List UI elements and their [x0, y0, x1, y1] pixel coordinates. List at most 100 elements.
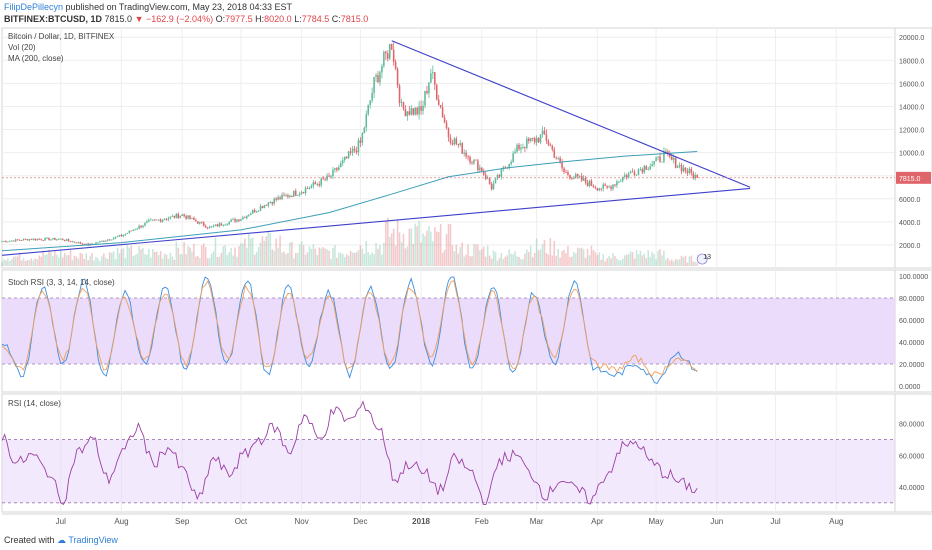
- rsi-y-tick-label: 60.0000: [899, 453, 924, 460]
- candle-body: [361, 132, 364, 143]
- volume-bar: [608, 255, 610, 266]
- candle-body: [320, 178, 322, 186]
- volume-bar: [649, 256, 651, 266]
- volume-bar: [334, 244, 336, 266]
- legend-vol[interactable]: Vol (20): [8, 43, 36, 52]
- volume-bar: [531, 257, 534, 266]
- volume-bar: [332, 247, 334, 266]
- x-tick-label: Aug: [829, 517, 843, 526]
- candle-body: [187, 215, 189, 219]
- volume-bar: [459, 246, 462, 266]
- volume-bar: [670, 259, 673, 266]
- candle-body: [287, 195, 289, 197]
- legend-ma[interactable]: MA (200, close): [8, 54, 64, 63]
- candle-body: [159, 219, 162, 222]
- volume-bar: [9, 261, 11, 266]
- volume-bar: [89, 256, 91, 266]
- candle-body: [46, 237, 48, 239]
- candle-body: [549, 144, 552, 146]
- volume-bar: [412, 244, 415, 266]
- volume-bar: [387, 217, 389, 266]
- candle-body: [408, 111, 411, 115]
- candle-body: [492, 183, 495, 190]
- volume-bar: [428, 226, 430, 266]
- candle-body: [214, 224, 217, 226]
- candle-body: [261, 206, 264, 209]
- candle-body: [432, 72, 434, 74]
- volume-bar: [694, 261, 697, 266]
- y-tick-label: 16000.0: [899, 81, 924, 88]
- candle-body: [355, 150, 358, 153]
- candle-body: [649, 166, 651, 170]
- author-link[interactable]: FilipDePillecyn: [4, 2, 64, 12]
- x-tick-label: Nov: [295, 517, 309, 526]
- volume-bar: [686, 262, 689, 266]
- volume-bar: [65, 255, 68, 266]
- candle-body: [58, 239, 60, 240]
- candle-body: [481, 167, 483, 172]
- legend-rsi[interactable]: RSI (14, close): [8, 399, 61, 408]
- volume-bar: [118, 253, 121, 266]
- candle-body: [414, 107, 416, 115]
- candle-body: [449, 137, 452, 143]
- candle-body: [157, 219, 160, 221]
- candle-body: [336, 168, 338, 171]
- candle-body: [144, 222, 146, 226]
- volume-bar: [291, 241, 293, 266]
- candle-body: [392, 49, 395, 62]
- volume-bar: [204, 247, 207, 266]
- volume-bar: [659, 249, 661, 266]
- volume-bar: [651, 251, 653, 266]
- candle-body: [195, 219, 197, 222]
- volume-bar: [142, 247, 144, 266]
- volume-bar: [582, 249, 585, 266]
- close-label: C:: [331, 14, 341, 24]
- candle-body: [240, 219, 242, 221]
- volume-bar: [106, 259, 109, 266]
- candle-body: [420, 106, 422, 111]
- volume-bar: [398, 232, 401, 266]
- candle-body: [175, 214, 178, 218]
- candle-body: [524, 147, 526, 148]
- legend-title[interactable]: Bitcoin / Dollar, 1D, BITFINEX: [8, 32, 115, 41]
- candle-body: [343, 156, 346, 161]
- volume-bar: [463, 256, 465, 266]
- volume-bar: [545, 252, 548, 266]
- tradingview-brand[interactable]: TradingView: [68, 535, 118, 545]
- candle-body: [647, 169, 650, 170]
- candle-body: [230, 219, 232, 222]
- candle-body: [171, 215, 174, 217]
- y-tick-label: 12000.0: [899, 128, 924, 135]
- candle-body: [312, 182, 315, 186]
- candle-body: [289, 195, 291, 197]
- volume-bar: [549, 238, 552, 266]
- candle-body: [255, 210, 258, 213]
- volume-bar: [467, 244, 469, 266]
- candle-body: [50, 239, 52, 241]
- legend-stoch[interactable]: Stoch RSI (3, 3, 14, 14, close): [8, 278, 115, 287]
- volume-bar: [498, 258, 501, 266]
- volume-bar: [148, 248, 150, 266]
- candle-body: [496, 174, 499, 179]
- candle-body: [678, 164, 681, 167]
- volume-bar: [520, 259, 522, 266]
- candle-body: [367, 105, 369, 115]
- candle-body: [20, 240, 23, 242]
- candle-body: [269, 202, 272, 203]
- candle-body: [242, 217, 244, 220]
- volume-bar: [105, 257, 107, 266]
- candle-body: [394, 61, 397, 69]
- candle-body: [365, 114, 368, 128]
- volume-bar: [439, 223, 442, 266]
- x-tick-label: Feb: [475, 517, 489, 526]
- volume-bar: [146, 254, 148, 266]
- candle-body: [369, 100, 371, 106]
- volume-bar: [402, 234, 405, 266]
- candle-body: [629, 171, 632, 174]
- volume-bar: [48, 249, 50, 266]
- candle-body: [696, 175, 698, 178]
- volume-bar: [484, 256, 487, 266]
- symbol-label[interactable]: BITFINEX:BTCUSD, 1D: [4, 14, 103, 24]
- volume-bar: [263, 240, 266, 266]
- candle-body: [455, 138, 458, 144]
